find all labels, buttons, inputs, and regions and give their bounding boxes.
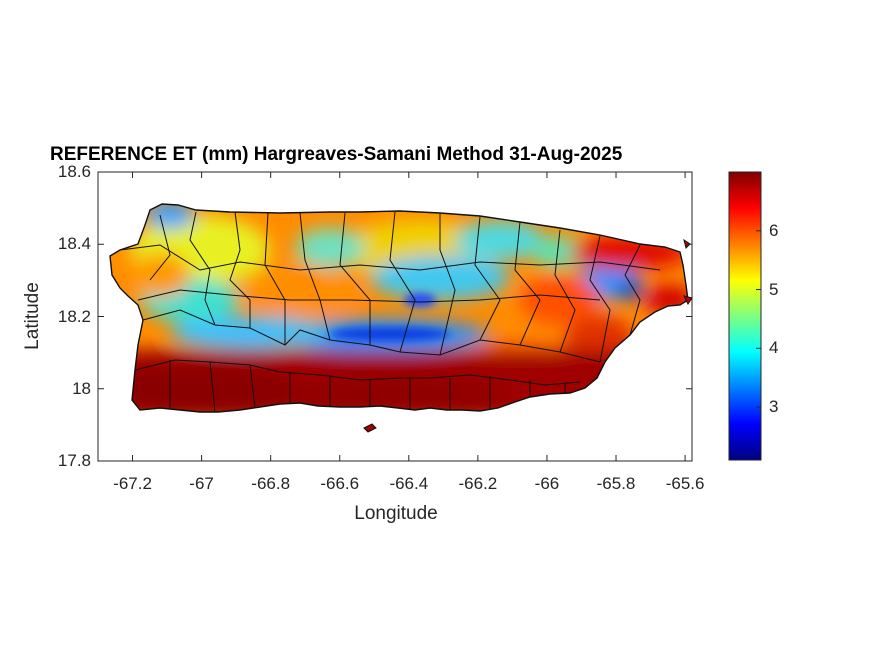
- colorbar: [728, 171, 762, 461]
- y-tick-label: 18: [72, 378, 91, 398]
- small-island: [363, 423, 377, 433]
- x-tick-label: -67.2: [113, 474, 152, 493]
- y-tick-marks: [98, 171, 692, 462]
- colorbar-tick-label: 6: [769, 220, 779, 240]
- x-tick-label: -66.6: [320, 474, 360, 493]
- x-tick-marks: [132, 172, 686, 461]
- x-tick-label: -67: [189, 474, 214, 493]
- colorbar-tick-marks: [756, 230, 761, 408]
- colorbar-tick-label: 3: [769, 397, 779, 417]
- y-tick-label: 18.2: [57, 306, 91, 326]
- y-tick-label: 17.8: [57, 451, 91, 470]
- colorbar-tick-label: 4: [769, 338, 779, 358]
- x-tick-label: -65.6: [665, 474, 705, 493]
- municipal-boundaries: [119, 211, 661, 413]
- y-tick-label: 18.4: [57, 234, 91, 254]
- chart-title: REFERENCE ET (mm) Hargreaves-Samani Meth…: [50, 144, 623, 165]
- y-tick-label: 18.6: [57, 162, 91, 181]
- colorbar-tick-label: 5: [769, 279, 779, 299]
- x-tick-label: -66.2: [458, 474, 498, 493]
- y-axis-label: Latitude: [22, 282, 43, 350]
- heatmap-layer: [110, 204, 688, 412]
- x-tick-label: -66: [534, 474, 560, 493]
- x-tick-label: -66.8: [251, 474, 291, 493]
- x-axis-label: Longitude: [354, 503, 438, 524]
- small-island: [683, 295, 693, 305]
- x-tick-label: -65.8: [596, 474, 636, 493]
- x-tick-label: -66.4: [389, 474, 429, 493]
